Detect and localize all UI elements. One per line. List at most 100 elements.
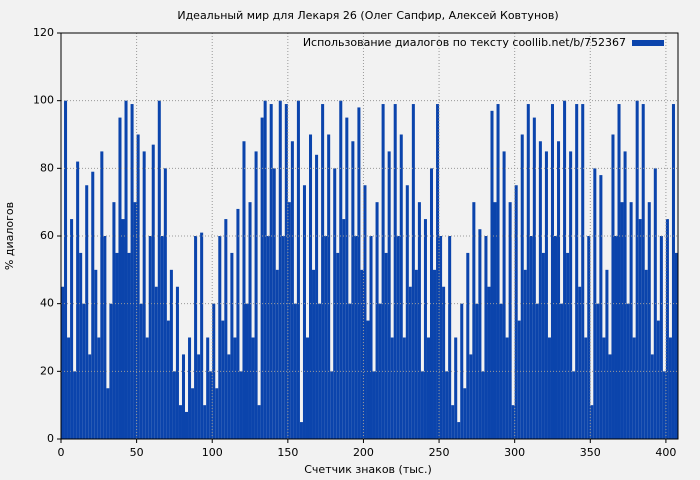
bar: [656, 320, 660, 439]
bar: [157, 100, 161, 440]
bar: [560, 303, 564, 439]
bar: [142, 151, 146, 439]
bar: [665, 219, 669, 439]
bar: [605, 269, 609, 439]
bar: [206, 337, 210, 439]
bar: [133, 202, 137, 439]
bar: [160, 236, 164, 439]
bar: [499, 303, 503, 439]
bar: [136, 134, 140, 439]
bar: [296, 100, 300, 440]
bar: [547, 337, 551, 439]
bar: [312, 269, 316, 439]
x-tick-label: 300: [504, 446, 525, 459]
bar: [436, 104, 440, 440]
bar: [572, 371, 576, 439]
bar: [260, 117, 264, 439]
bar: [85, 185, 89, 439]
bar: [339, 100, 343, 440]
bar: [351, 141, 355, 439]
bar: [242, 141, 246, 439]
bar: [535, 303, 539, 439]
x-tick-label: 400: [655, 446, 676, 459]
bar: [508, 202, 512, 439]
bar: [393, 104, 397, 440]
bar: [511, 405, 515, 439]
bar: [218, 236, 222, 439]
bar: [263, 100, 267, 440]
bar: [478, 229, 482, 439]
bar: [650, 354, 654, 439]
bar: [287, 202, 291, 439]
bar: [487, 286, 491, 439]
bar: [61, 286, 65, 439]
bar: [327, 134, 331, 439]
x-tick-label: 150: [277, 446, 298, 459]
bar: [526, 104, 530, 440]
bar: [97, 337, 101, 439]
bar: [617, 104, 621, 440]
bar: [94, 269, 98, 439]
bar: [166, 320, 170, 439]
bar: [369, 236, 373, 439]
legend-swatch: [632, 40, 664, 46]
bar: [278, 100, 282, 440]
bar: [375, 202, 379, 439]
bar: [188, 337, 192, 439]
bar: [496, 104, 500, 440]
y-tick-label: 20: [40, 364, 54, 377]
bar: [671, 104, 675, 440]
bar: [191, 388, 195, 439]
bar: [623, 151, 627, 439]
bar: [148, 236, 152, 439]
bar: [620, 202, 624, 439]
bar: [451, 405, 455, 439]
bar: [632, 337, 636, 439]
bar: [73, 371, 77, 439]
bar: [215, 388, 219, 439]
y-tick-label: 0: [47, 432, 54, 445]
bar: [321, 104, 325, 440]
bar: [230, 252, 234, 439]
bar: [439, 236, 443, 439]
bar: [257, 405, 261, 439]
bar: [405, 185, 409, 439]
bar: [457, 422, 461, 439]
bar: [79, 252, 83, 439]
bar: [541, 252, 545, 439]
bar: [408, 286, 412, 439]
bar: [472, 202, 476, 439]
bar: [227, 354, 231, 439]
bar: [185, 411, 189, 439]
bar: [139, 303, 143, 439]
bar: [70, 219, 74, 439]
bar: [399, 134, 403, 439]
bar: [200, 232, 204, 439]
y-tick-label: 100: [33, 94, 54, 107]
bar: [269, 104, 273, 440]
bar: [566, 252, 570, 439]
bar: [674, 252, 678, 439]
bar: [88, 354, 92, 439]
bar: [251, 337, 255, 439]
bar: [493, 202, 497, 439]
bar: [360, 269, 364, 439]
bar: [608, 354, 612, 439]
bar: [448, 236, 452, 439]
x-tick-label: 50: [130, 446, 144, 459]
bar: [154, 286, 158, 439]
bar: [466, 252, 470, 439]
bar: [569, 151, 573, 439]
bar: [475, 303, 479, 439]
bar: [299, 422, 303, 439]
bar: [239, 371, 243, 439]
bar: [445, 371, 449, 439]
bar: [454, 337, 458, 439]
bar: [236, 208, 240, 439]
bar: [396, 236, 400, 439]
bar: [221, 320, 225, 439]
bar: [212, 303, 216, 439]
bar: [659, 236, 663, 439]
bar: [124, 100, 128, 440]
